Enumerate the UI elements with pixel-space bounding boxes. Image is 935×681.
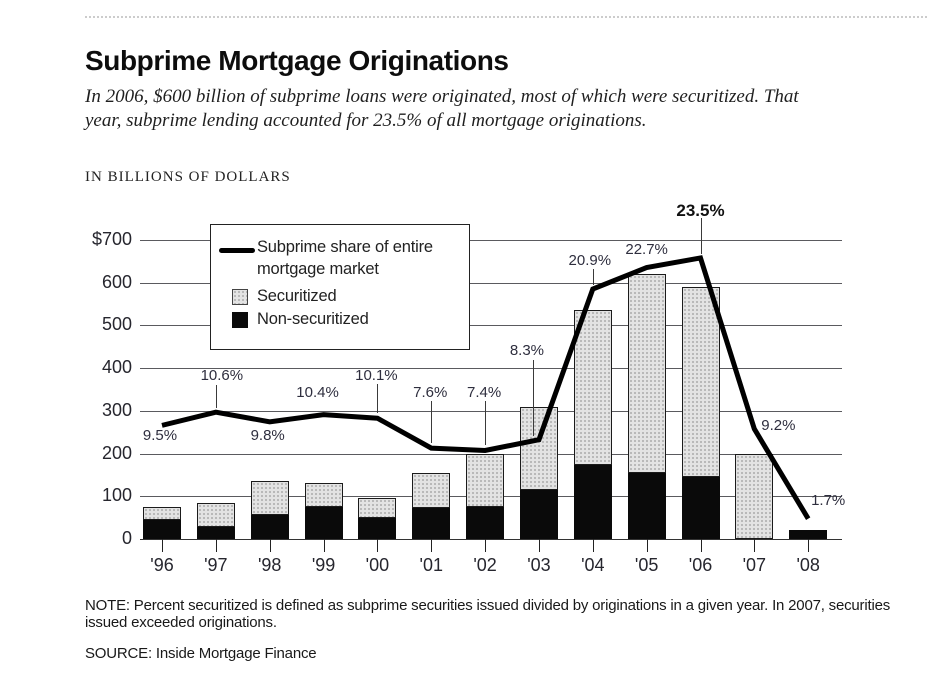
- y-axis-label: 600: [101, 271, 132, 292]
- legend-securitized-label: Securitized: [257, 287, 337, 305]
- plot-area: Subprime share of entire mortgage market…: [92, 201, 845, 575]
- share-pct-label: 10.6%: [200, 367, 244, 385]
- share-pct-label: 9.8%: [250, 426, 285, 444]
- label-pointer-line: [700, 217, 702, 254]
- legend-non-securitized-label: Non-securitized: [257, 310, 369, 328]
- bar-securitized: [143, 506, 181, 520]
- label-pointer-line: [485, 401, 487, 446]
- x-axis-label: '99: [311, 555, 336, 575]
- x-axis-tick: [162, 539, 163, 552]
- x-axis-tick: [808, 539, 810, 552]
- share-pct-label: 23.5%: [676, 200, 725, 220]
- y-axis-label: 500: [101, 314, 132, 335]
- x-axis-tick: [646, 539, 648, 552]
- x-axis-label: '04: [581, 555, 605, 575]
- share-pct-label: 9.2%: [761, 416, 796, 434]
- share-pct-label: 8.3%: [509, 341, 545, 359]
- x-axis-tick: [269, 539, 271, 552]
- share-pct-label: 10.1%: [355, 367, 398, 385]
- share-pct-label: 22.7%: [625, 240, 668, 258]
- x-axis-label: '03: [527, 555, 551, 575]
- bar-non-securitized: [250, 515, 289, 539]
- bar-non-securitized: [681, 477, 720, 539]
- legend-line-label: Subprime share of entire mortgage market: [257, 238, 433, 278]
- y-axis-label: 300: [101, 399, 132, 420]
- gridline: [140, 240, 842, 241]
- bar-securitized: [519, 406, 558, 491]
- bar-non-securitized: [412, 508, 451, 539]
- x-axis-label: '98: [257, 555, 282, 575]
- source-line: SOURCE: Inside Mortgage Finance: [85, 645, 317, 662]
- x-axis-tick: [754, 539, 756, 552]
- y-axis-label: 0: [121, 528, 132, 548]
- bar-non-securitized: [196, 527, 235, 539]
- x-axis-label: '08: [796, 555, 820, 575]
- bar-non-securitized: [304, 507, 343, 539]
- bar-non-securitized: [143, 519, 181, 539]
- bar-non-securitized: [789, 530, 828, 539]
- x-axis-tick: [485, 539, 487, 552]
- chart-legend: Subprime share of entire mortgage market…: [210, 224, 470, 350]
- bar-non-securitized: [466, 507, 505, 539]
- bar-non-securitized: [358, 518, 397, 539]
- bar-non-securitized: [573, 465, 612, 539]
- bar-securitized: [466, 453, 505, 508]
- label-pointer-line: [592, 269, 594, 286]
- y-axis-label: 100: [101, 485, 132, 506]
- share-pct-label: 7.4%: [466, 384, 502, 402]
- footnote: NOTE: Percent securitized is defined as …: [85, 597, 891, 631]
- top-dotted-rule: [85, 16, 927, 18]
- non-securitized-swatch-icon: [232, 312, 248, 328]
- x-axis-label: '00: [365, 555, 390, 575]
- x-axis-label: '01: [419, 555, 443, 575]
- share-pct-label: 1.7%: [811, 491, 846, 509]
- bar-securitized: [304, 483, 343, 508]
- units-label: IN BILLIONS OF DOLLARS: [85, 169, 291, 185]
- label-pointer-line: [377, 384, 379, 414]
- y-axis-label: 200: [101, 442, 132, 463]
- gridline: [140, 539, 842, 540]
- x-axis-tick: [377, 539, 379, 552]
- y-axis-label: 400: [101, 357, 132, 378]
- x-axis-tick: [431, 539, 433, 552]
- label-pointer-line: [532, 359, 534, 436]
- x-axis-label: '97: [204, 555, 228, 575]
- gridline: [140, 410, 842, 412]
- bar-securitized: [627, 274, 666, 473]
- label-pointer-line: [215, 385, 217, 409]
- bar-non-securitized: [519, 490, 558, 539]
- y-axis-label: $700: [91, 229, 132, 249]
- x-axis-label: '05: [634, 555, 659, 575]
- securitized-swatch-icon: [232, 289, 248, 305]
- bar-securitized: [681, 286, 720, 478]
- x-axis-tick: [215, 539, 217, 552]
- x-axis-tick: [323, 539, 325, 552]
- x-axis-tick: [538, 539, 540, 552]
- x-axis-label: '96: [150, 555, 174, 575]
- bar-securitized: [412, 472, 451, 509]
- bar-securitized: [735, 453, 774, 539]
- label-pointer-line: [431, 401, 433, 444]
- bar-securitized: [358, 498, 397, 519]
- x-axis-tick: [700, 539, 702, 552]
- share-pct-label: 10.4%: [296, 383, 339, 401]
- x-axis-label: '02: [473, 555, 497, 575]
- line-swatch-icon: [219, 248, 255, 253]
- share-pct-label: 9.5%: [142, 427, 178, 445]
- bar-securitized: [250, 481, 289, 516]
- chart-subtitle: In 2006, $600 billion of subprime loans …: [85, 86, 799, 131]
- bar-securitized: [196, 502, 235, 528]
- x-axis-label: '06: [688, 555, 713, 575]
- x-axis-label: '07: [742, 555, 767, 575]
- page-title: Subprime Mortgage Originations: [85, 44, 509, 76]
- bar-non-securitized: [627, 472, 666, 539]
- x-axis-tick: [592, 539, 594, 552]
- bar-securitized: [573, 310, 612, 466]
